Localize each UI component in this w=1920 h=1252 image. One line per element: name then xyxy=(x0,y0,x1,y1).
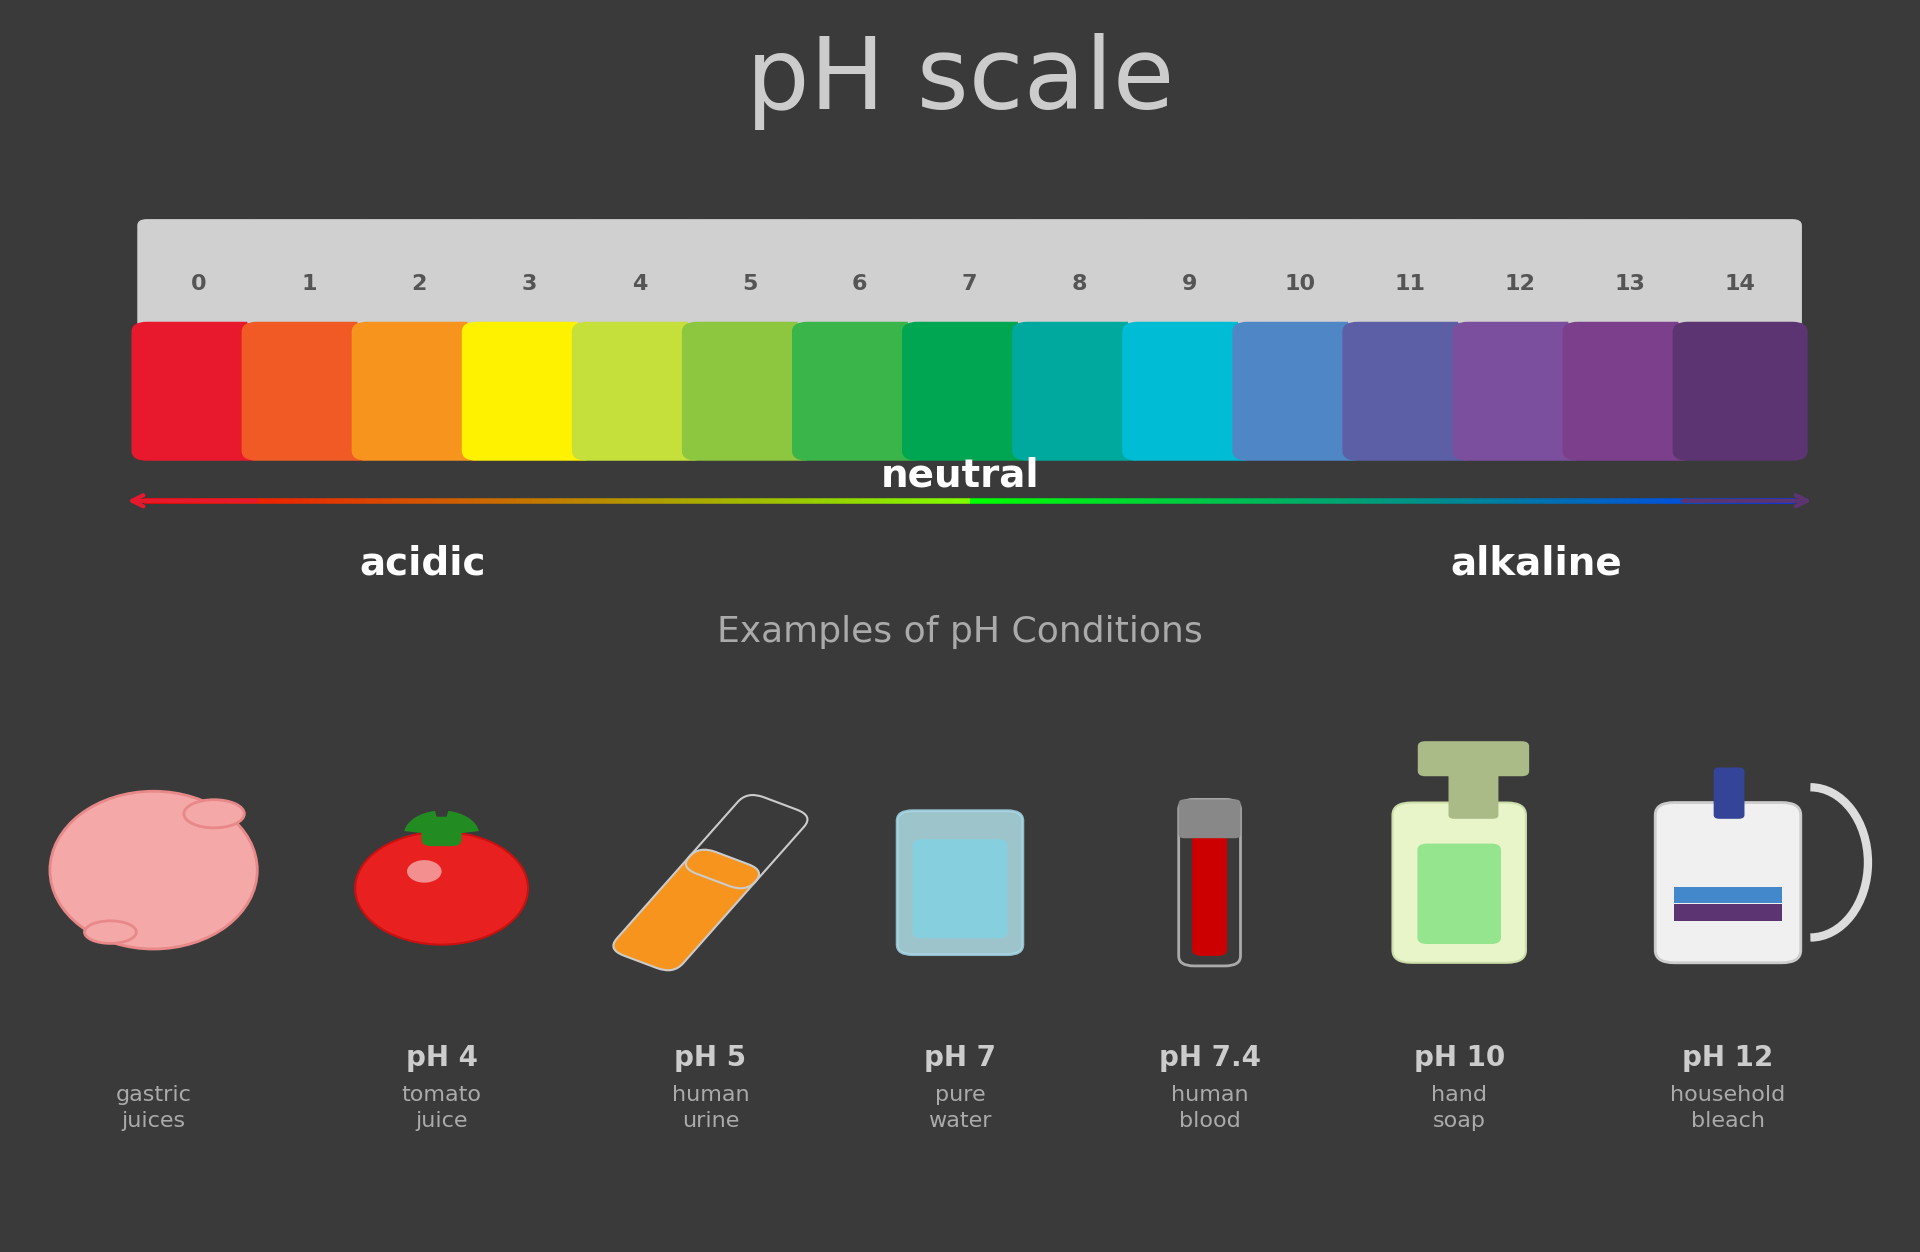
Ellipse shape xyxy=(84,921,136,944)
Text: 12: 12 xyxy=(1505,274,1536,294)
Text: acidic: acidic xyxy=(359,545,486,582)
FancyBboxPatch shape xyxy=(1715,767,1745,819)
FancyBboxPatch shape xyxy=(1238,219,1361,338)
Text: 13: 13 xyxy=(1615,274,1645,294)
Text: pH 5: pH 5 xyxy=(674,1044,747,1072)
FancyBboxPatch shape xyxy=(1563,322,1697,461)
FancyBboxPatch shape xyxy=(1417,844,1501,944)
FancyBboxPatch shape xyxy=(248,219,371,338)
Text: pure
water: pure water xyxy=(927,1084,993,1132)
FancyBboxPatch shape xyxy=(1179,800,1240,839)
Ellipse shape xyxy=(50,791,257,949)
FancyBboxPatch shape xyxy=(1448,761,1498,819)
Text: gastric
juices: gastric juices xyxy=(115,1084,192,1132)
Text: 10: 10 xyxy=(1284,274,1315,294)
FancyBboxPatch shape xyxy=(1018,219,1140,338)
FancyBboxPatch shape xyxy=(1233,322,1367,461)
FancyBboxPatch shape xyxy=(1127,219,1252,338)
FancyBboxPatch shape xyxy=(461,322,597,461)
Wedge shape xyxy=(442,811,478,835)
Text: alkaline: alkaline xyxy=(1450,545,1622,582)
FancyBboxPatch shape xyxy=(578,219,701,338)
FancyBboxPatch shape xyxy=(1348,219,1473,338)
FancyBboxPatch shape xyxy=(902,322,1037,461)
FancyBboxPatch shape xyxy=(422,816,461,846)
FancyBboxPatch shape xyxy=(908,219,1031,338)
FancyBboxPatch shape xyxy=(1459,219,1582,338)
Text: human
blood: human blood xyxy=(1171,1084,1248,1132)
Text: pH 12: pH 12 xyxy=(1682,1044,1774,1072)
FancyBboxPatch shape xyxy=(1417,741,1528,776)
Text: pH 7: pH 7 xyxy=(924,1044,996,1072)
Text: 0: 0 xyxy=(192,274,207,294)
FancyBboxPatch shape xyxy=(1392,803,1526,963)
FancyBboxPatch shape xyxy=(242,322,376,461)
FancyBboxPatch shape xyxy=(1342,322,1478,461)
Text: 2: 2 xyxy=(411,274,426,294)
Text: 6: 6 xyxy=(852,274,868,294)
Bar xyxy=(1674,886,1782,903)
FancyBboxPatch shape xyxy=(572,322,707,461)
FancyBboxPatch shape xyxy=(1569,219,1692,338)
Text: 9: 9 xyxy=(1183,274,1198,294)
FancyBboxPatch shape xyxy=(468,219,591,338)
Text: pH 7.4: pH 7.4 xyxy=(1158,1044,1261,1072)
FancyBboxPatch shape xyxy=(1678,219,1803,338)
FancyBboxPatch shape xyxy=(1655,803,1801,963)
Text: household
bleach: household bleach xyxy=(1670,1084,1786,1132)
FancyBboxPatch shape xyxy=(799,219,922,338)
FancyBboxPatch shape xyxy=(687,219,812,338)
FancyBboxPatch shape xyxy=(1452,322,1588,461)
Text: pH 10: pH 10 xyxy=(1413,1044,1505,1072)
Text: neutral: neutral xyxy=(881,457,1039,495)
Text: 7: 7 xyxy=(962,274,977,294)
Text: 3: 3 xyxy=(522,274,538,294)
Text: pH 4: pH 4 xyxy=(405,1044,478,1072)
Text: 4: 4 xyxy=(632,274,647,294)
Text: tomato
juice: tomato juice xyxy=(401,1084,482,1132)
FancyBboxPatch shape xyxy=(897,811,1023,955)
FancyBboxPatch shape xyxy=(351,322,488,461)
FancyBboxPatch shape xyxy=(357,219,480,338)
Text: 11: 11 xyxy=(1394,274,1425,294)
FancyBboxPatch shape xyxy=(1192,834,1227,957)
FancyBboxPatch shape xyxy=(912,839,1008,939)
Wedge shape xyxy=(405,811,442,835)
FancyBboxPatch shape xyxy=(612,850,758,970)
FancyBboxPatch shape xyxy=(131,322,267,461)
FancyBboxPatch shape xyxy=(793,322,927,461)
Text: pH scale: pH scale xyxy=(745,33,1175,130)
FancyBboxPatch shape xyxy=(1012,322,1148,461)
Bar xyxy=(1674,904,1782,920)
Circle shape xyxy=(407,860,442,883)
FancyBboxPatch shape xyxy=(1121,322,1258,461)
Text: 14: 14 xyxy=(1724,274,1755,294)
Text: 8: 8 xyxy=(1071,274,1087,294)
FancyBboxPatch shape xyxy=(138,219,261,338)
FancyBboxPatch shape xyxy=(1672,322,1809,461)
Text: 1: 1 xyxy=(301,274,317,294)
Text: Examples of pH Conditions: Examples of pH Conditions xyxy=(718,615,1202,650)
Text: human
urine: human urine xyxy=(672,1084,749,1132)
Text: hand
soap: hand soap xyxy=(1430,1084,1488,1132)
Ellipse shape xyxy=(184,800,244,828)
FancyBboxPatch shape xyxy=(682,322,818,461)
Text: 5: 5 xyxy=(741,274,756,294)
Circle shape xyxy=(355,833,528,945)
